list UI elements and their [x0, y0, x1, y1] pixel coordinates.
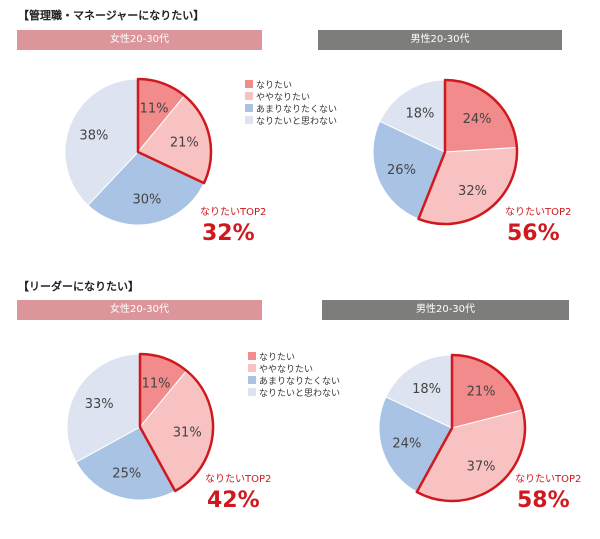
pie-slice	[75, 426, 176, 501]
top2-value: 58%	[517, 488, 570, 513]
legend-swatch	[248, 376, 256, 384]
slice-label: 32%	[458, 184, 487, 199]
legend-swatch	[248, 388, 256, 396]
top2-outline	[136, 77, 213, 185]
pie-slice	[385, 354, 453, 429]
legend-swatch	[248, 364, 256, 372]
legend-swatch	[245, 104, 253, 112]
legend-swatch	[248, 352, 256, 360]
legend-label: ややなりたい	[256, 92, 310, 103]
legend-swatch	[245, 92, 253, 100]
top2-outline	[415, 353, 527, 503]
legend-label: ややなりたい	[259, 364, 313, 375]
slice-label: 24%	[392, 437, 421, 452]
section-title-manager: 【管理職・マネージャーになりたい】	[18, 9, 205, 22]
slice-label: 30%	[132, 193, 161, 208]
slice-label: 18%	[405, 106, 434, 121]
slice-label: 33%	[85, 397, 114, 412]
legend-label: なりたい	[259, 352, 295, 363]
pie-slice	[379, 79, 446, 153]
slice-label: 21%	[170, 136, 199, 151]
top2-value: 32%	[202, 221, 255, 246]
slice-label: 25%	[112, 467, 141, 482]
male-header-bar: 男性20-30代	[318, 30, 562, 50]
pie-slice	[378, 396, 453, 493]
legend-label: なりたい	[256, 80, 292, 91]
slice-label: 24%	[463, 112, 492, 127]
top2-outline	[417, 78, 519, 226]
top2-label: なりたいTOP2	[200, 206, 266, 218]
slice-label: 11%	[142, 376, 171, 391]
legend-swatch	[245, 80, 253, 88]
slice-label: 38%	[79, 129, 108, 144]
legend-label: なりたいと思わない	[256, 116, 337, 127]
legend-label: あまりなりたくない	[259, 376, 340, 387]
slice-label: 21%	[467, 385, 496, 400]
top2-label: なりたいTOP2	[205, 473, 271, 485]
female-header-bar: 女性20-30代	[17, 30, 262, 50]
legend-label: あまりなりたくない	[256, 104, 337, 115]
top2-label: なりたいTOP2	[515, 473, 581, 485]
slice-label: 18%	[412, 382, 441, 397]
top2-label: なりたいTOP2	[505, 206, 571, 218]
top2-outline	[138, 352, 215, 493]
slice-label: 11%	[140, 101, 169, 116]
legend-label: なりたいと思わない	[259, 388, 340, 399]
slice-label: 26%	[387, 163, 416, 178]
female-header-bar: 女性20-30代	[17, 300, 262, 320]
top2-value: 42%	[207, 488, 260, 513]
legend-swatch	[245, 116, 253, 124]
male-header-bar: 男性20-30代	[322, 300, 569, 320]
slice-label: 37%	[467, 459, 496, 474]
pie-slice	[66, 353, 141, 463]
pie-slice	[64, 78, 139, 206]
slice-label: 31%	[173, 425, 202, 440]
section-title-leader: 【リーダーになりたい】	[18, 280, 139, 293]
top2-value: 56%	[507, 221, 560, 246]
